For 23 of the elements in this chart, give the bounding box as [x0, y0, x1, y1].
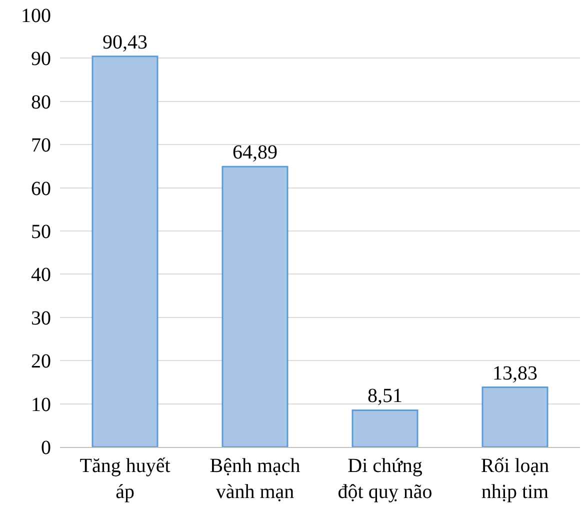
x-tick-label: Tăng huyết áp	[80, 455, 171, 503]
y-tick-label: 50	[31, 221, 51, 243]
data-label: 64,89	[232, 142, 278, 164]
y-tick-label: 100	[21, 5, 51, 27]
data-label: 13,83	[492, 362, 538, 384]
x-tick-label: Di chứng đột quỵ não	[338, 455, 432, 503]
y-tick-label: 80	[31, 91, 51, 114]
y-tick-label: 30	[31, 307, 51, 330]
y-tick-label: 60	[31, 178, 51, 200]
x-tick-label: Rối loạn nhịp tim	[480, 455, 550, 503]
y-tick-label: 10	[31, 394, 51, 416]
bar	[222, 166, 288, 447]
x-tick-label: Bệnh mạch vành mạn	[210, 455, 300, 503]
y-tick-label: 0	[41, 437, 51, 459]
y-tick-label: 40	[31, 264, 51, 286]
y-tick-label: 90	[31, 48, 51, 70]
data-label: 90,43	[102, 31, 148, 54]
data-label: 8,51	[368, 385, 402, 408]
y-tick-label: 20	[31, 350, 51, 373]
bar	[92, 56, 158, 447]
bar	[482, 386, 548, 447]
bar	[352, 409, 418, 447]
y-tick-label: 70	[31, 134, 51, 157]
